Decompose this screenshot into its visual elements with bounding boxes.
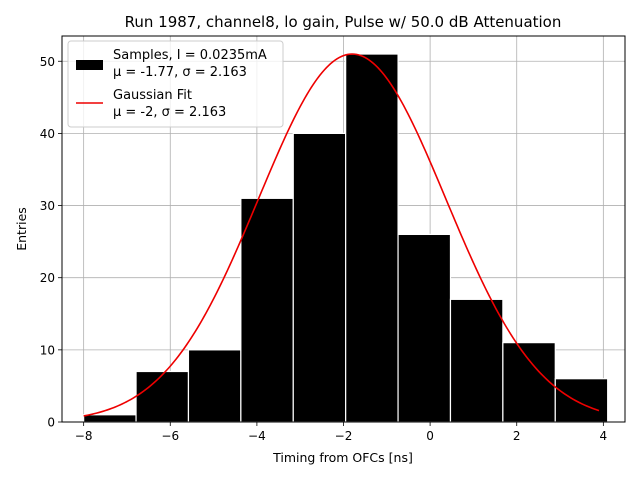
histogram-bar <box>83 414 137 423</box>
histogram-bar <box>449 298 504 423</box>
legend: Samples, I = 0.0235mA μ = -1.77, σ = 2.1… <box>67 40 284 128</box>
y-tick-label: 40 <box>40 127 55 141</box>
y-tick-label: 20 <box>40 271 55 285</box>
y-axis-label: Entries <box>14 207 29 251</box>
x-tick-label: −4 <box>248 429 266 443</box>
x-tick-label: 0 <box>426 429 434 443</box>
x-tick-label: 2 <box>513 429 521 443</box>
histogram-bar <box>554 378 609 423</box>
histogram-bar <box>292 132 347 423</box>
legend-fit-stats: μ = -2, σ = 2.163 <box>113 105 226 120</box>
legend-samples-label: Samples, I = 0.0235mA <box>113 48 267 63</box>
histogram-bar <box>397 233 452 423</box>
histogram-bar <box>187 349 242 423</box>
legend-box <box>67 40 284 128</box>
legend-samples-swatch <box>76 60 103 70</box>
legend-samples-stats: μ = -1.77, σ = 2.163 <box>113 65 247 80</box>
histogram-bar <box>240 197 294 423</box>
x-tick-label: −8 <box>75 429 93 443</box>
histogram-bar <box>135 370 190 423</box>
histogram-bar <box>502 342 556 423</box>
y-tick-label: 30 <box>40 199 55 213</box>
legend-fit-label: Gaussian Fit <box>113 88 192 103</box>
gaussian-fit-curve <box>83 53 600 417</box>
x-tick-label: 4 <box>600 429 608 443</box>
y-tick-label: 50 <box>40 55 55 69</box>
histogram-bars <box>83 53 609 423</box>
chart-title: Run 1987, channel8, lo gain, Pulse w/ 50… <box>125 13 562 31</box>
y-tick-label: 10 <box>40 343 55 357</box>
x-axis-label: Timing from OFCs [ns] <box>272 450 413 465</box>
x-tick-label: −6 <box>161 429 179 443</box>
y-tick-label: 0 <box>47 416 55 430</box>
histogram-bar <box>345 53 399 423</box>
x-tick-label: −2 <box>335 429 353 443</box>
